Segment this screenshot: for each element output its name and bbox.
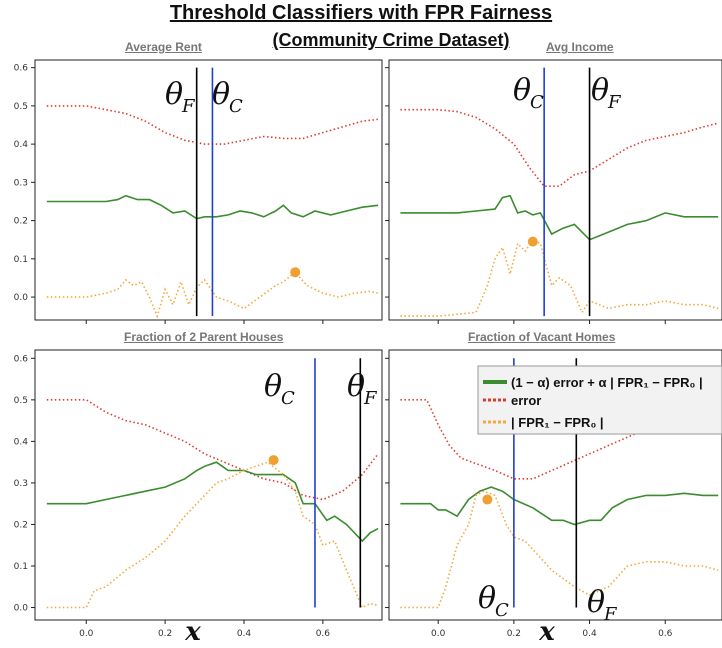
panel-2: 0.0 0.1 0.2 0.3 0.4 0.5 0.6 0.0 0.2 0.4 0.6 xyxy=(14,349,383,639)
y-tick-label: 0.4 xyxy=(14,140,29,150)
x-tick-label: 0.4 xyxy=(582,629,597,639)
series-fpr_gap-line xyxy=(46,461,379,609)
series-error-line xyxy=(46,398,379,501)
theta-f-label: θ xyxy=(165,77,183,112)
legend-box xyxy=(477,365,722,435)
panel-title-average-rent: Average Rent xyxy=(125,40,202,54)
series-fpr_gap-line xyxy=(400,490,719,609)
plot-frame xyxy=(34,349,383,621)
x-tick-label: 0.2 xyxy=(507,629,521,639)
series-error-line xyxy=(400,398,719,480)
x-tick-label: 0.4 xyxy=(237,629,252,639)
theta-f-subscript: F xyxy=(363,388,378,409)
y-tick-label: 0.4 xyxy=(14,437,29,447)
theta-c-label: θ xyxy=(264,369,282,404)
theta-f-subscript: F xyxy=(181,96,196,117)
series-combined-line xyxy=(46,461,379,543)
legend-label-combined: (1 − α) error + α | FPR₁ − FPR₀ | xyxy=(511,375,703,390)
theta-f-subscript: F xyxy=(603,604,618,625)
y-tick-label: 0.6 xyxy=(14,354,29,364)
plot-frame xyxy=(388,349,722,621)
fpr-gap-marker xyxy=(268,455,279,466)
series-combined-line xyxy=(46,194,379,220)
x-axis-symbol: x xyxy=(538,617,555,647)
series-combined-line xyxy=(400,194,719,241)
y-tick-label: 0.2 xyxy=(14,520,28,530)
fpr-gap-marker xyxy=(527,236,538,247)
y-tick-label: 0.0 xyxy=(14,604,29,614)
theta-c-subscript: C xyxy=(229,96,243,117)
theta-c-label: θ xyxy=(513,73,531,108)
fpr-gap-marker xyxy=(482,494,493,505)
panel-title-avg-income: Avg Income xyxy=(546,40,614,54)
theta-c-label: θ xyxy=(212,77,230,112)
panel-0: 0.0 0.1 0.2 0.3 0.4 0.5 0.6 xyxy=(14,59,383,324)
series-fpr_gap-line xyxy=(400,238,719,318)
theta-c-label: θ xyxy=(478,581,496,616)
plot-frame xyxy=(34,59,383,321)
theta-c-subscript: C xyxy=(495,600,509,621)
x-tick-label: 0.6 xyxy=(658,629,673,639)
panel-1 xyxy=(385,59,722,324)
x-tick-label: 0.2 xyxy=(158,629,172,639)
y-tick-label: 0.0 xyxy=(14,293,29,303)
x-tick-label: 0.0 xyxy=(431,629,446,639)
theta-f-label: θ xyxy=(587,585,605,620)
panel-title-two-parent-houses: Fraction of 2 Parent Houses xyxy=(124,330,284,344)
legend-label-error: error xyxy=(511,393,541,408)
y-tick-label: 0.2 xyxy=(14,217,28,227)
series-combined-line xyxy=(400,486,719,526)
figure-title: Threshold Classifiers with FPR Fairness xyxy=(169,2,553,24)
y-tick-label: 0.3 xyxy=(14,479,28,489)
series-fpr_gap-line xyxy=(46,271,379,319)
theta-c-subscript: C xyxy=(281,388,295,409)
theta-f-label: θ xyxy=(591,73,609,108)
x-tick-label: 0.6 xyxy=(316,629,331,639)
legend-label-fpr_gap: | FPR₁ − FPR₀ | xyxy=(511,415,604,430)
y-tick-label: 0.5 xyxy=(14,396,28,406)
series-error-line xyxy=(400,108,719,187)
y-tick-label: 0.3 xyxy=(14,178,28,188)
figure-subtitle: (Community Crime Dataset) xyxy=(272,30,510,50)
y-tick-label: 0.6 xyxy=(14,64,29,74)
x-axis-symbol: x xyxy=(184,617,201,647)
panel-title-vacant-homes: Fraction of Vacant Homes xyxy=(468,330,616,344)
fpr-gap-marker xyxy=(290,267,301,278)
y-tick-label: 0.5 xyxy=(14,102,28,112)
x-tick-label: 0.0 xyxy=(79,629,94,639)
theta-f-subscript: F xyxy=(607,92,622,113)
y-tick-label: 0.1 xyxy=(14,562,28,572)
theta-f-label: θ xyxy=(347,369,365,404)
plot-frame xyxy=(388,59,722,321)
legend: (1 − α) error + α | FPR₁ − FPR₀ | error | … xyxy=(477,365,722,435)
y-tick-label: 0.1 xyxy=(14,255,28,265)
theta-c-subscript: C xyxy=(530,92,544,113)
